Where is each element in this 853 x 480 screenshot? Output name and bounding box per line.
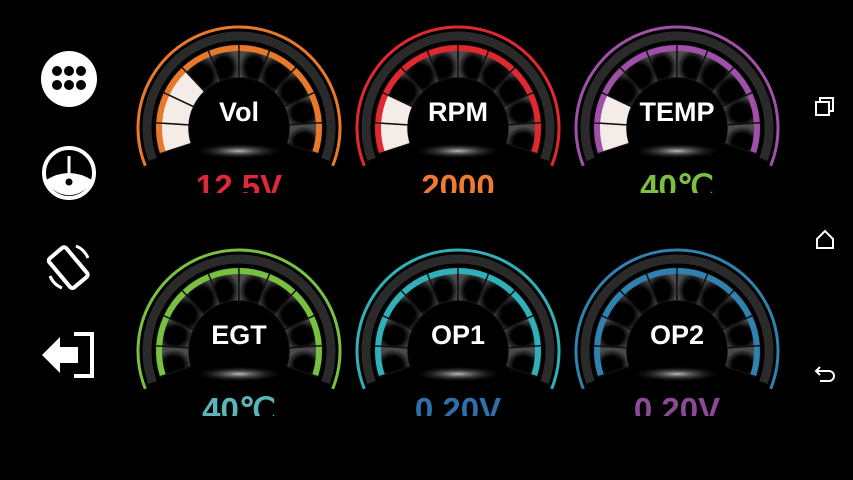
gauge-segment-band [750, 346, 760, 376]
home-icon [816, 229, 834, 249]
gauge-value: 40℃ [202, 391, 276, 416]
gauge-segment-band [312, 123, 322, 153]
exit-icon [42, 332, 94, 378]
gauge-label: EGT [211, 320, 267, 350]
gauge-vol[interactable]: Vol 12.5V [129, 23, 349, 193]
grid-dots-icon [41, 51, 97, 107]
gauge-op1[interactable]: OP1 0.20V [348, 246, 568, 416]
rotate-screen-button[interactable] [40, 238, 98, 296]
gauge-shine [193, 143, 285, 159]
gauge-outer-ring [136, 248, 342, 390]
exit-button[interactable] [40, 326, 98, 384]
gauge-shine [412, 143, 504, 159]
gauge-label: TEMP [639, 97, 715, 127]
gauge-value: 12.5V [195, 168, 283, 193]
gauge-outer-ring [136, 25, 342, 167]
gauge-value: 0.20V [414, 391, 502, 416]
back-icon [814, 366, 835, 382]
screen-rotate-icon [46, 244, 90, 291]
home-button[interactable] [812, 227, 838, 253]
gauge-shine [631, 366, 723, 382]
gauge-shine [412, 366, 504, 382]
gauge-bezel [361, 31, 555, 161]
gauge-shine [631, 143, 723, 159]
gauge-outer-ring [574, 248, 780, 390]
back-button[interactable] [812, 361, 838, 387]
gauge-rpm[interactable]: RPM 2000 [348, 23, 568, 193]
gauge-value: 0.20V [633, 391, 721, 416]
gauge-label: Vol [219, 97, 259, 127]
gauge-segment-band [750, 123, 760, 153]
gauge-bezel [580, 254, 774, 384]
gauge-label: OP2 [649, 320, 705, 350]
gauge-egt[interactable]: EGT 40℃ [129, 246, 349, 416]
gauge-op2[interactable]: OP2 0.20V [567, 246, 787, 416]
gauge-outer-ring [355, 248, 561, 390]
gauge-outer-ring [355, 25, 561, 167]
gauge-view-button[interactable] [40, 144, 98, 202]
gauge-segment-band [531, 123, 541, 153]
gauge-label: OP1 [430, 320, 486, 350]
gauge-temp[interactable]: TEMP 40℃ [567, 23, 787, 193]
gauge-bezel [580, 31, 774, 161]
gauge-outer-ring [574, 25, 780, 167]
gauge-shine [193, 366, 285, 382]
gauge-bezel [142, 254, 336, 384]
gauge-bezel [361, 254, 555, 384]
gauge-bezel [142, 31, 336, 161]
recent-apps-icon [815, 97, 834, 116]
dashboard-grid-button[interactable] [40, 50, 98, 108]
gauge-icon [42, 146, 96, 200]
gauge-segment-band [531, 346, 541, 376]
gauge-segment-band [312, 346, 322, 376]
gauge-value: 40℃ [640, 168, 714, 193]
gauge-value: 2000 [421, 168, 495, 193]
gauge-label: RPM [428, 97, 488, 127]
recent-apps-button[interactable] [812, 94, 838, 120]
